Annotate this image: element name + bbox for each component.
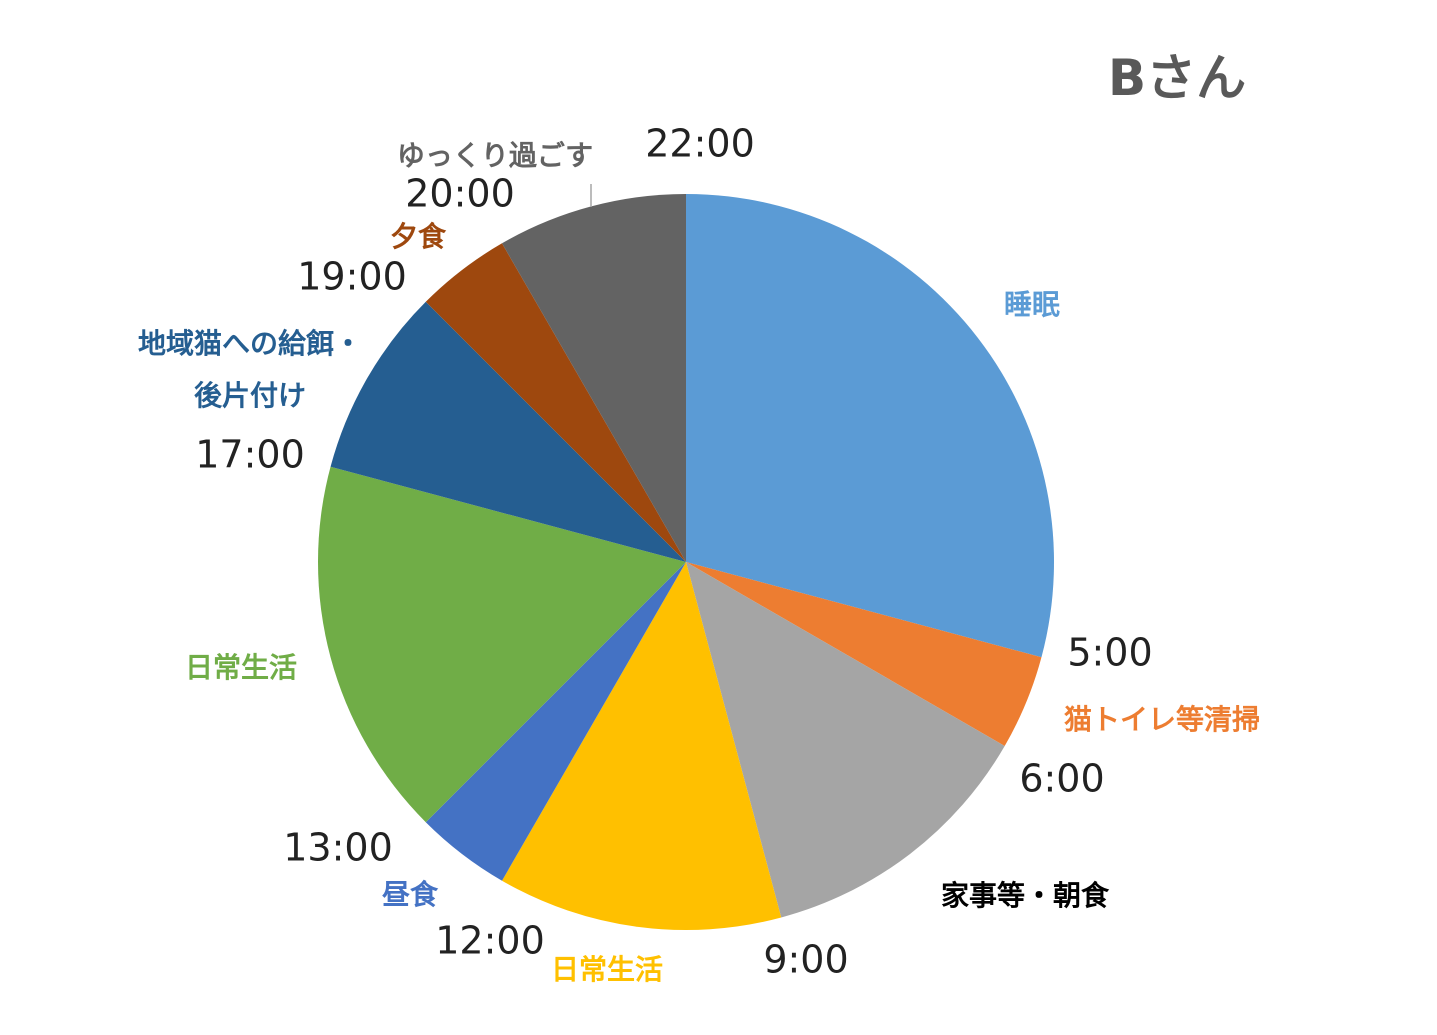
time-label: 12:00 <box>435 919 545 963</box>
pie-slice <box>425 562 686 881</box>
time-label: 13:00 <box>283 826 393 870</box>
category-label: 猫トイレ等清掃 <box>1064 703 1260 736</box>
time-label: 22:00 <box>645 122 755 166</box>
pie-slice <box>318 466 686 823</box>
chart-title: Bさん <box>1108 49 1247 107</box>
pie-slice <box>502 562 782 930</box>
category-label: 睡眠 <box>1004 288 1060 321</box>
pie-slice <box>686 194 1054 658</box>
category-label: 夕食 <box>390 220 447 253</box>
pie-slices <box>318 194 1054 930</box>
pie-slice <box>502 194 686 562</box>
category-label: 昼食 <box>382 878 439 911</box>
time-labels: 22:00 5:00 6:00 9:00 12:00 13:00 17:00 19:00 20:… <box>195 122 1152 982</box>
time-label: 19:00 <box>297 255 407 299</box>
pie-slice <box>425 243 686 562</box>
pie-slice <box>686 562 1005 918</box>
pie-slice <box>330 301 686 562</box>
pie-slice <box>686 562 1042 746</box>
category-label: 日常生活 <box>551 953 663 986</box>
time-label: 5:00 <box>1067 631 1152 675</box>
category-label: 家事等・朝食 <box>941 879 1110 912</box>
category-label: ゆっくり過ごす <box>397 139 593 172</box>
time-label: 9:00 <box>763 938 848 982</box>
category-label-line: 地域猫への給餌・ <box>138 327 362 360</box>
category-labels: 睡眠猫トイレ等清掃家事等・朝食日常生活昼食日常生活地域猫への給餌・後片付け夕食ゆ… <box>138 139 1260 986</box>
category-label-line: 後片付け <box>194 379 306 412</box>
category-label: 日常生活 <box>185 651 297 684</box>
time-label: 17:00 <box>195 433 305 477</box>
time-label: 20:00 <box>405 172 515 216</box>
category-label: 地域猫への給餌・後片付け <box>138 327 362 412</box>
time-label: 6:00 <box>1019 757 1104 801</box>
